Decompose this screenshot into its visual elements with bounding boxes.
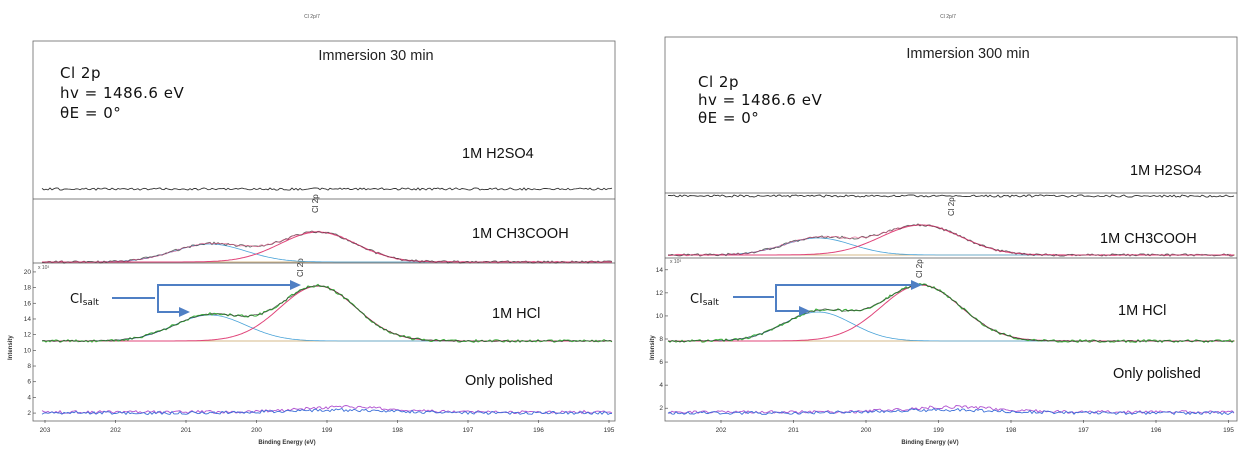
- peak-label-ch3cooh-right: Cl 2p: [947, 197, 956, 216]
- sample-label-polished-right: Only polished: [1113, 366, 1201, 382]
- cl-salt-bracket-right: [775, 284, 912, 312]
- panel-title-right: Immersion 300 min: [906, 46, 1029, 62]
- cl-salt-subscript-left: salt: [83, 298, 100, 308]
- y-tick-label: 6: [27, 379, 31, 386]
- spectrum-polished-a: [667, 407, 1235, 416]
- y-tick-label: 10: [24, 347, 32, 354]
- sample-label-h2so4-left: 1M H2SO4: [462, 146, 534, 162]
- y-tick-label: 10: [656, 313, 664, 320]
- y-tick-label: 8: [27, 363, 31, 370]
- plot-frame-left: [32, 40, 616, 422]
- panel-right: Cl 2p/7 Immersion 300 min Cl 2p hv = 148…: [650, 14, 1238, 446]
- spectrum-h2so4: [41, 187, 613, 191]
- component-main-ch3cooh: [668, 224, 1234, 256]
- axis-ticks-right: 202 201 200 199 198 197 196 195 2 4 6 8 10 12 14: [656, 267, 1235, 434]
- peak-label-hcl-left: Cl 2p: [296, 258, 305, 277]
- sample-label-h2so4-right: 1M H2SO4: [1130, 163, 1202, 179]
- sample-label-hcl-left: 1M HCl: [492, 306, 540, 322]
- cl-salt-label-left: Clsalt: [70, 292, 99, 308]
- plot-frame-right: [664, 36, 1238, 422]
- x-tick-label: 200: [861, 427, 872, 434]
- x-tick-label: 197: [463, 427, 474, 434]
- arrowhead-salt-left: [179, 307, 190, 317]
- spectrum-polished-b: [667, 405, 1235, 415]
- envelope-hcl: [41, 285, 613, 343]
- spectra-right: [667, 194, 1235, 416]
- axis-ticks-left: 203 202 201 200 199 198 197 196 195 2 4 6 8 10 12 14 16 1…: [24, 269, 615, 434]
- arrowhead-main-left: [290, 280, 301, 290]
- param-line-1-left: Cl 2p: [60, 64, 101, 82]
- y-tick-label: 2: [659, 405, 663, 412]
- y-tick-label: 12: [24, 332, 32, 339]
- x-tick-label: 197: [1078, 427, 1089, 434]
- y-tick-label: 12: [656, 290, 664, 297]
- sample-label-hcl-right: 1M HCl: [1118, 303, 1166, 319]
- peak-label-ch3cooh-left: Cl 2p: [311, 194, 320, 213]
- panel-left: Cl 2p/7 Immersion 30 min Cl 2p hv = 1486…: [8, 14, 616, 446]
- x-axis-title-right: Binding Energy (eV): [901, 440, 958, 446]
- y-tick-label: 8: [659, 336, 663, 343]
- cl-salt-arrows-right: [733, 280, 922, 316]
- y-tick-label: 14: [656, 267, 664, 274]
- sample-label-ch3cooh-left: 1M CH3COOH: [472, 226, 569, 242]
- cl-salt-arrows-left: [112, 280, 301, 317]
- envelope-ch3cooh: [41, 230, 613, 264]
- x-tick-label: 199: [933, 427, 944, 434]
- x-tick-label: 203: [40, 427, 51, 434]
- x-tick-label: 196: [533, 427, 544, 434]
- peak-label-hcl-right: Cl 2p: [915, 259, 924, 278]
- panel-left-header: Cl 2p/7: [304, 14, 320, 20]
- y-tick-label: 18: [24, 285, 32, 292]
- y-multiplier-right: x 10³: [670, 259, 681, 265]
- param-line-3-left: θE = 0°: [60, 104, 121, 122]
- y-tick-label: 4: [27, 394, 31, 401]
- x-tick-label: 202: [716, 427, 727, 434]
- x-tick-label: 198: [392, 427, 403, 434]
- x-tick-label: 202: [110, 427, 121, 434]
- component-salt-ch3cooh: [42, 243, 612, 263]
- sample-label-ch3cooh-right: 1M CH3COOH: [1100, 231, 1197, 247]
- cl-salt-bracket-left: [157, 284, 290, 313]
- param-line-1-right: Cl 2p: [698, 73, 739, 91]
- x-tick-label: 201: [788, 427, 799, 434]
- x-tick-label: 195: [1223, 427, 1234, 434]
- panel-title-left: Immersion 30 min: [318, 48, 433, 64]
- sample-label-polished-left: Only polished: [465, 373, 553, 389]
- x-tick-label: 195: [604, 427, 615, 434]
- panel-right-header: Cl 2p/7: [940, 14, 956, 20]
- y-tick-label: 16: [24, 300, 32, 307]
- y-axis-title-right: Intensity: [650, 335, 656, 360]
- y-tick-label: 4: [659, 382, 663, 389]
- x-tick-label: 200: [251, 427, 262, 434]
- param-line-2-left: hv = 1486.6 eV: [60, 84, 184, 102]
- y-tick-label: 6: [659, 359, 663, 366]
- arrowhead-main-right: [911, 280, 922, 290]
- cl-salt-subscript-right: salt: [703, 298, 720, 308]
- envelope-hcl: [667, 284, 1235, 343]
- x-axis-title-left: Binding Energy (eV): [258, 440, 315, 446]
- param-line-2-right: hv = 1486.6 eV: [698, 91, 822, 109]
- x-tick-label: 198: [1006, 427, 1017, 434]
- y-multiplier-left: x 10³: [38, 265, 49, 271]
- x-tick-label: 196: [1151, 427, 1162, 434]
- y-axis-title-left: Intensity: [8, 335, 14, 360]
- y-tick-label: 2: [27, 410, 31, 417]
- spectra-left: [41, 187, 613, 416]
- cl-salt-label-right: Clsalt: [690, 292, 719, 308]
- spectrum-polished-a: [41, 407, 613, 416]
- arrowhead-salt-right: [799, 306, 810, 316]
- param-line-3-right: θE = 0°: [698, 109, 759, 127]
- spectrum-h2so4: [667, 194, 1235, 198]
- x-tick-label: 201: [181, 427, 192, 434]
- y-tick-label: 14: [24, 316, 32, 323]
- envelope-ch3cooh: [668, 223, 1235, 257]
- y-tick-label: 20: [24, 269, 32, 276]
- x-tick-label: 199: [322, 427, 333, 434]
